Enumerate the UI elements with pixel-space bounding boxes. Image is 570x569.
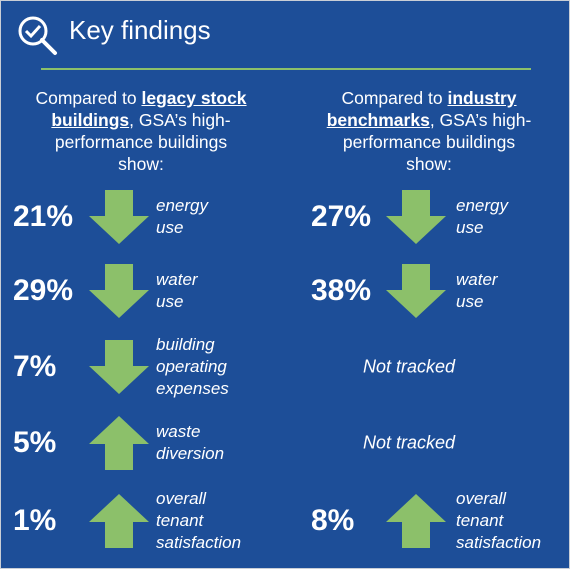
label-line: tenant [456,511,504,530]
arrow-up [386,494,446,548]
arrow-up [89,416,149,470]
arrow-shape [89,190,149,244]
not-tracked: Not tracked [362,432,456,453]
intro-after: , GSA’s high-performance buildings show: [54,110,231,174]
label-line: water [156,270,198,289]
arrow-shape [89,494,149,548]
finding-label: energy use [156,195,208,239]
intro-before: Compared to [35,88,142,108]
label-line: building [156,335,215,354]
finding-label: water use [456,269,498,313]
title: Key findings [69,15,211,45]
finding-label: overall tenant satisfaction [456,488,541,554]
label-line: overall [156,489,207,508]
arrow-down [89,264,149,318]
search-check-icon [18,16,57,55]
finding-label: waste diversion [156,421,224,465]
arrow-shape [89,264,149,318]
label-line: diversion [156,444,225,463]
finding-label: energy use [456,195,508,239]
label-line: use [156,218,184,237]
label-line: water [456,270,498,289]
value: 5% [13,426,57,459]
label-line: overall [456,489,507,508]
arrow-down [386,264,446,318]
arrow-shape [386,264,446,318]
label-line: use [456,292,484,311]
intro-text: Compared to legacy stock buildings, GSA’… [31,87,251,175]
arrow-shape [386,494,446,548]
label-line: use [456,218,484,237]
label-line: waste [156,422,201,441]
not-tracked: Not tracked [362,356,456,377]
arrow-shape [386,190,446,244]
label-line: energy [156,196,208,215]
divider [41,68,531,70]
value: 7% [13,350,57,383]
arrow-shape [89,416,149,470]
label-line: use [156,292,184,311]
label-line: operating [156,357,227,376]
arrow-down [89,340,149,394]
value: 8% [311,504,355,537]
intro-after: , GSA’s high-performance buildings show: [342,110,532,174]
label-line: expenses [156,379,229,398]
label-line: energy [456,196,508,215]
value: 29% [13,274,74,307]
intro-text: Compared to industry benchmarks, GSA’s h… [319,87,539,175]
label-line: tenant [156,511,204,530]
arrow-down [89,190,149,244]
arrow-down [386,190,446,244]
finding-label: water use [156,269,198,313]
intro-link: industry benchmarks [326,88,517,130]
finding-label: overall tenant satisfaction [156,488,241,554]
value: 21% [13,200,74,233]
arrow-up [89,494,149,548]
intro-before: Compared to [341,88,448,108]
value: 38% [311,274,372,307]
label-line: satisfaction [156,533,242,552]
value: 1% [13,504,57,537]
finding-label: building operating expenses [156,334,229,400]
label-line: satisfaction [456,533,542,552]
value: 27% [311,200,372,233]
intro-link: legacy stock buildings [51,88,247,130]
arrow-shape [89,340,149,394]
